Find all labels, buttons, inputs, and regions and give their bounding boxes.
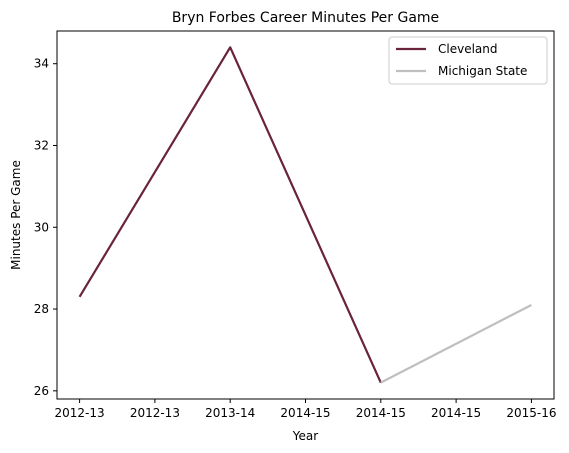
y-tick-label: 34: [34, 57, 49, 71]
series-layer: [78, 46, 532, 384]
legend: Cleveland Michigan State: [388, 36, 548, 85]
y-tick-label: 26: [34, 384, 49, 398]
series-line-cleveland: [78, 46, 382, 384]
x-axis: 2012-13 2012-13 2013-14 2014-15 2014-15 2014-…: [55, 399, 556, 420]
x-tick-label: 2014-15: [356, 406, 406, 420]
x-tick-label: 2012-13: [130, 406, 180, 420]
x-tick-label: 2015-16: [506, 406, 556, 420]
legend-label-cleveland: Cleveland: [438, 42, 498, 56]
legend-frame: [388, 36, 548, 85]
x-tick-label: 2013-14: [205, 406, 255, 420]
y-axis-title: Minutes Per Game: [9, 160, 23, 270]
x-tick-label: 2014-15: [280, 406, 330, 420]
y-tick-label: 32: [34, 138, 49, 152]
y-tick-label: 28: [34, 302, 49, 316]
legend-label-michigan-state: Michigan State: [438, 64, 527, 78]
x-tick-label: 2014-15: [431, 406, 481, 420]
x-axis-title: Year: [292, 429, 318, 443]
y-axis: 26 28 30 32 34: [34, 57, 57, 398]
series-line-michigan-state: [380, 303, 532, 384]
x-tick-label: 2012-13: [55, 406, 105, 420]
chart-title: Bryn Forbes Career Minutes Per Game: [172, 10, 439, 26]
y-tick-label: 30: [34, 220, 49, 234]
